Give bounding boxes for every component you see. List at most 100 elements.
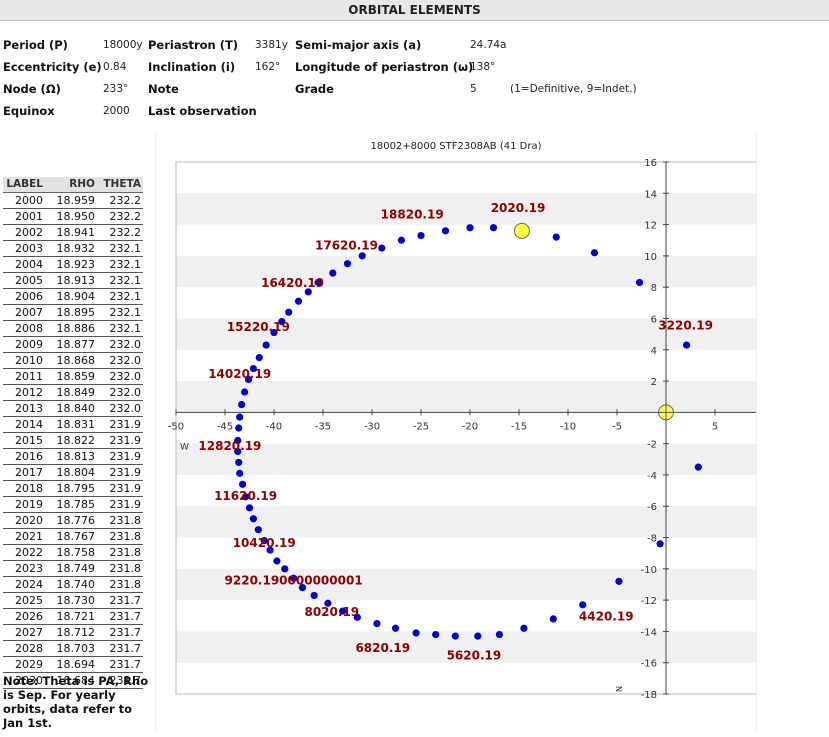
note-label: Note [148,82,179,96]
orbit-point [304,288,312,296]
orbit-point [343,260,352,268]
orbit-point [339,607,347,615]
row-rho: 18.895 [56,306,96,319]
equinox-label: Equinox [3,104,55,118]
row-rho: 18.703 [56,642,96,655]
orbit-point [310,591,318,600]
orbit-point [391,624,400,632]
ephemeris-table: LABEL RHO THETA 2000 18.959 232.2 2001 18.95… [3,177,143,689]
x-tick-label: -25 [413,421,429,432]
orbit-point [270,328,278,337]
orbit-point [241,493,250,501]
row-theta: 231.7 [109,594,142,607]
y-tick-label: -16 [641,659,657,670]
row-rho: 18.849 [56,386,96,399]
y-tick-label: -18 [641,690,657,701]
chart-title: 18002+8000 STF2308AB (41 Dra) [370,141,541,152]
row-label: 2007 [15,306,43,319]
row-theta: 231.8 [109,562,142,575]
row-label: 2001 [15,210,43,223]
table-body: 2000 18.959 232.2 2001 18.950 232.2 2002 18.941… [3,193,143,689]
row-theta: 232.0 [109,338,142,351]
column-header-rho: RHO [69,178,95,190]
table-row: 2015 18.822 231.9 [3,433,143,449]
row-rho: 18.904 [56,290,96,303]
epoch-label: 9220.190000000001 [225,573,363,587]
orbit-point [549,615,557,623]
row-rho: 18.730 [56,594,96,607]
table-row: 2005 18.913 232.1 [3,273,143,289]
eccentricity-label: Eccentricity (e) [3,60,102,74]
orbit-point [353,613,361,621]
row-rho: 18.877 [56,338,96,351]
row-label: 2026 [15,610,43,623]
table-row: 2027 18.712 231.7 [3,625,143,641]
orbit-point [412,629,420,637]
row-label: 2016 [15,450,43,463]
orbit-point [694,463,702,471]
epoch-label: 17620.19 [315,239,378,253]
table-row: 2024 18.740 231.8 [3,577,143,593]
row-rho: 18.785 [56,498,96,511]
row-label: 2025 [15,594,43,607]
row-theta: 231.9 [109,434,142,447]
eccentricity-value: 0.84 [103,61,127,73]
row-theta: 231.7 [109,610,142,623]
table-row: 2003 18.932 232.1 [3,241,143,257]
row-theta: 231.7 [109,674,142,687]
orbit-point [579,601,587,609]
row-label: 2003 [15,242,43,255]
row-rho: 18.758 [56,546,96,559]
row-rho: 18.913 [56,274,96,287]
row-theta: 232.1 [109,306,142,319]
row-label: 2015 [15,434,43,447]
node-label: Node (Ω) [3,82,61,96]
orbit-point [245,504,254,512]
grid-band [176,443,764,475]
orbit-point [615,577,623,585]
table-row: 2017 18.804 231.9 [3,465,143,481]
table-row: 2007 18.895 232.1 [3,305,143,321]
row-theta: 231.9 [109,498,142,511]
row-label: 2002 [15,226,43,239]
orbit-point [278,318,286,326]
x-tick-label: -10 [560,421,576,432]
table-header: LABEL RHO THETA [3,177,143,193]
north-label: N [614,686,623,692]
orbit-point [329,269,337,277]
orbit-point [451,632,459,640]
row-rho: 18.776 [56,514,96,527]
row-rho: 18.831 [56,418,96,431]
orbit-point [378,244,386,252]
orbit-chart: 18002+8000 STF2308AB (41 Dra) -50 -45 -40 -3… [155,132,770,732]
equinox-value: 2000 [103,105,130,117]
row-rho: 18.684 [56,674,96,687]
table-row: 2000 18.959 232.2 [3,193,143,209]
epoch-label: 5620.19 [447,649,502,663]
row-rho: 18.822 [56,434,96,447]
row-label: 2030 [15,674,43,687]
y-tick-label: 4 [651,346,657,357]
row-theta: 231.8 [109,530,142,543]
row-rho: 18.950 [56,210,96,223]
orbit-point [255,353,263,362]
y-tick-label: 12 [644,221,657,232]
y-tick-label: -14 [641,627,657,638]
epoch-label: 2020.19 [491,201,546,215]
table-row: 2028 18.703 231.7 [3,641,143,657]
row-rho: 18.767 [56,530,96,543]
y-tick-label: -2 [647,440,657,451]
table-row: 2020 18.776 231.8 [3,513,143,529]
row-label: 2019 [15,498,43,511]
row-label: 2022 [15,546,43,559]
table-row: 2009 18.877 232.0 [3,337,143,353]
row-theta: 232.2 [109,226,142,239]
orbit-point [260,537,268,545]
orbit-point [324,599,332,607]
epoch-label: 16420.19 [261,276,324,290]
orbit-point [236,413,244,421]
epoch-label: 15220.19 [227,320,290,334]
y-tick-label: -6 [647,502,657,513]
row-theta: 231.8 [109,514,142,527]
table-row: 2013 18.840 232.0 [3,401,143,417]
